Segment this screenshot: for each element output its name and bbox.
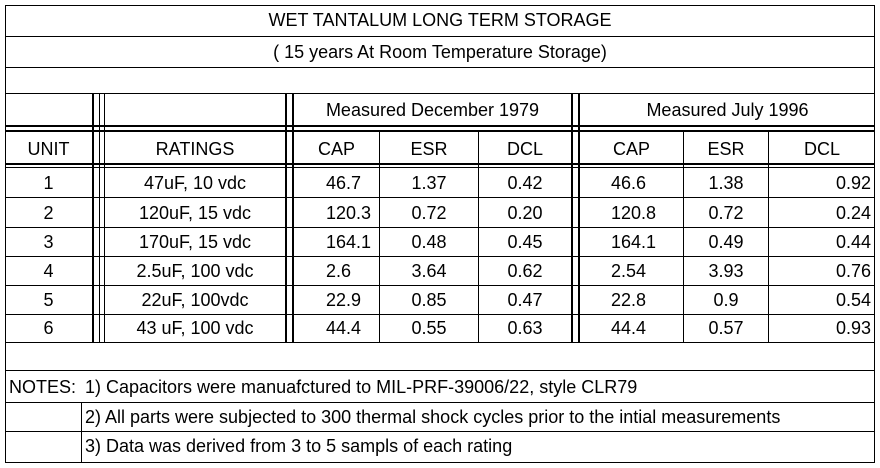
cell-rating: 47uF, 10 vdc [143,173,247,193]
col-header-esr-1979: ESR [410,139,448,159]
double-divider [5,163,875,165]
notes-divider [81,402,82,462]
cell-cap-1996: 164.1 [611,232,657,252]
row-divider [5,314,875,315]
cell-cap-1979: 164.1 [326,232,372,252]
cell-esr-1996: 3.93 [708,261,744,281]
col-divider [99,93,100,342]
col-divider [478,130,479,342]
col-header-dcl-1996: DCL [803,139,840,159]
row-divider [5,93,875,94]
cell-cap-1996: 44.4 [611,318,647,338]
cell-cap-1979: 44.4 [326,318,362,338]
cell-dcl-1979: 0.20 [507,203,543,223]
cell-cap-1979: 22.9 [326,290,362,310]
row-divider [5,227,875,228]
cell-esr-1979: 0.85 [411,290,447,310]
cell-esr-1979: 1.37 [411,173,447,193]
cell-dcl-1979: 0.62 [507,261,543,281]
cell-esr-1996: 0.49 [708,232,744,252]
cell-unit: 3 [43,232,54,252]
storage-table: WET TANTALUM LONG TERM STORAGE ( 15 year… [5,5,875,463]
cell-dcl-1996: 0.24 [835,203,871,223]
col-divider [104,93,105,342]
cell-rating: 22uF, 100vdc [141,290,249,310]
double-divider [5,167,875,168]
cell-dcl-1979: 0.63 [507,318,543,338]
cell-rating: 120uF, 15 vdc [138,203,252,223]
cell-rating: 170uF, 15 vdc [138,232,252,252]
col-divider [571,93,573,342]
row-divider [5,402,875,403]
cell-cap-1979: 120.3 [326,203,372,223]
cell-dcl-1979: 0.45 [507,232,543,252]
cell-unit: 5 [43,290,54,310]
row-divider [5,285,875,286]
cell-dcl-1996: 0.93 [835,318,871,338]
col-divider [285,93,287,342]
cell-rating: 43 uF, 100 vdc [136,318,254,338]
cell-esr-1979: 0.48 [411,232,447,252]
col-divider [768,130,769,342]
col-header-dcl-1979: DCL [506,139,543,159]
cell-dcl-1979: 0.42 [507,173,543,193]
cell-esr-1996: 0.57 [708,318,744,338]
table-border [5,5,875,463]
cell-esr-1979: 0.72 [411,203,447,223]
cell-cap-1996: 2.54 [611,261,647,281]
col-divider [578,93,580,342]
col-header-ratings: RATINGS [155,139,235,159]
cell-unit: 2 [43,203,54,223]
note-item: 1) Capacitors were manuafctured to MIL-P… [85,377,638,397]
note-item: 3) Data was derived from 3 to 5 sampls o… [85,436,513,456]
double-divider [5,130,875,132]
col-header-cap-1996: CAP [612,139,650,159]
cell-esr-1996: 0.72 [708,203,744,223]
col-header-cap-1979: CAP [317,139,355,159]
cell-cap-1996: 22.8 [611,290,647,310]
cell-dcl-1996: 0.54 [835,290,871,310]
cell-unit: 4 [43,261,54,281]
cell-cap-1996: 46.6 [611,173,647,193]
cell-dcl-1996: 0.76 [835,261,871,281]
cell-unit: 1 [43,173,54,193]
cell-cap-1979: 2.6 [326,261,352,281]
cell-cap-1979: 46.7 [326,173,362,193]
cell-dcl-1996: 0.44 [835,232,871,252]
cell-esr-1979: 3.64 [411,261,447,281]
row-divider [5,342,875,343]
page-title: WET TANTALUM LONG TERM STORAGE [268,10,612,30]
row-divider [5,370,875,371]
cell-esr-1996: 1.38 [708,173,744,193]
cell-cap-1996: 120.8 [611,203,657,223]
cell-dcl-1996: 0.92 [835,173,871,193]
cell-unit: 6 [43,318,54,338]
note-item: 2) All parts were subjected to 300 therm… [85,407,781,427]
col-divider [379,130,380,342]
row-divider [5,36,875,37]
group-header-1996: Measured July 1996 [646,100,809,120]
cell-esr-1996: 0.9 [713,290,739,310]
col-divider [292,93,294,342]
row-divider [5,67,875,68]
double-divider [5,125,875,127]
col-divider [92,93,94,342]
cell-rating: 2.5uF, 100 vdc [136,261,254,281]
notes-label: NOTES: [9,377,77,397]
row-divider [5,431,875,432]
col-divider [683,130,684,342]
group-header-1979: Measured December 1979 [325,100,540,120]
row-divider [5,256,875,257]
cell-dcl-1979: 0.47 [507,290,543,310]
col-header-unit: UNIT [27,139,70,159]
page-subtitle: ( 15 years At Room Temperature Storage) [273,42,607,62]
row-divider [5,197,875,198]
col-header-esr-1996: ESR [707,139,745,159]
cell-esr-1979: 0.55 [411,318,447,338]
